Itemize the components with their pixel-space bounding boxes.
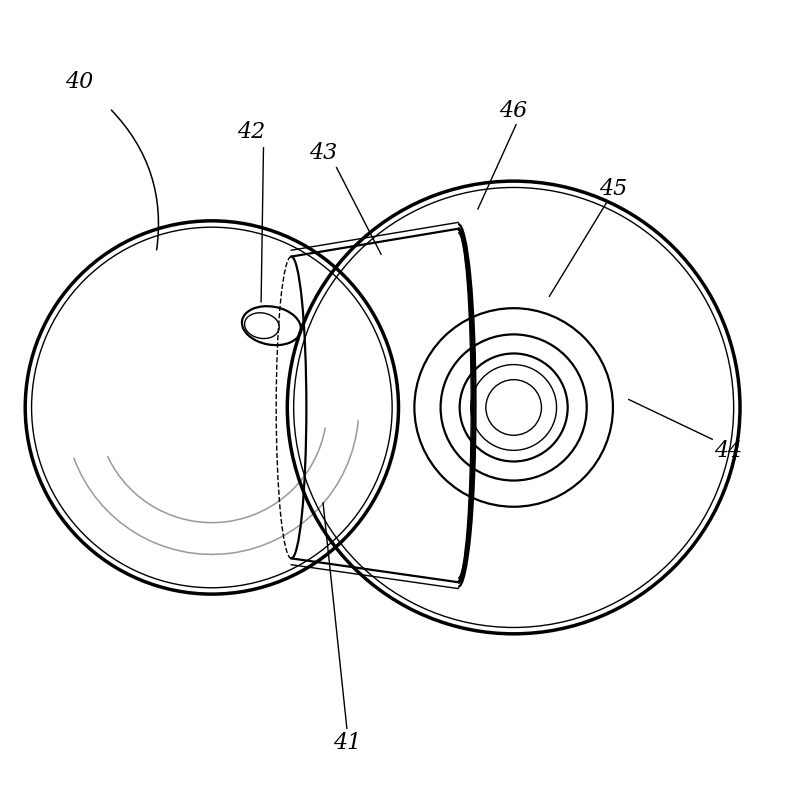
Text: 45: 45 bbox=[599, 178, 627, 200]
Text: 44: 44 bbox=[714, 440, 742, 462]
Text: 41: 41 bbox=[333, 733, 361, 755]
Text: 43: 43 bbox=[309, 142, 337, 165]
Text: 46: 46 bbox=[500, 100, 528, 122]
Text: 40: 40 bbox=[65, 71, 93, 93]
Text: 42: 42 bbox=[238, 121, 265, 143]
